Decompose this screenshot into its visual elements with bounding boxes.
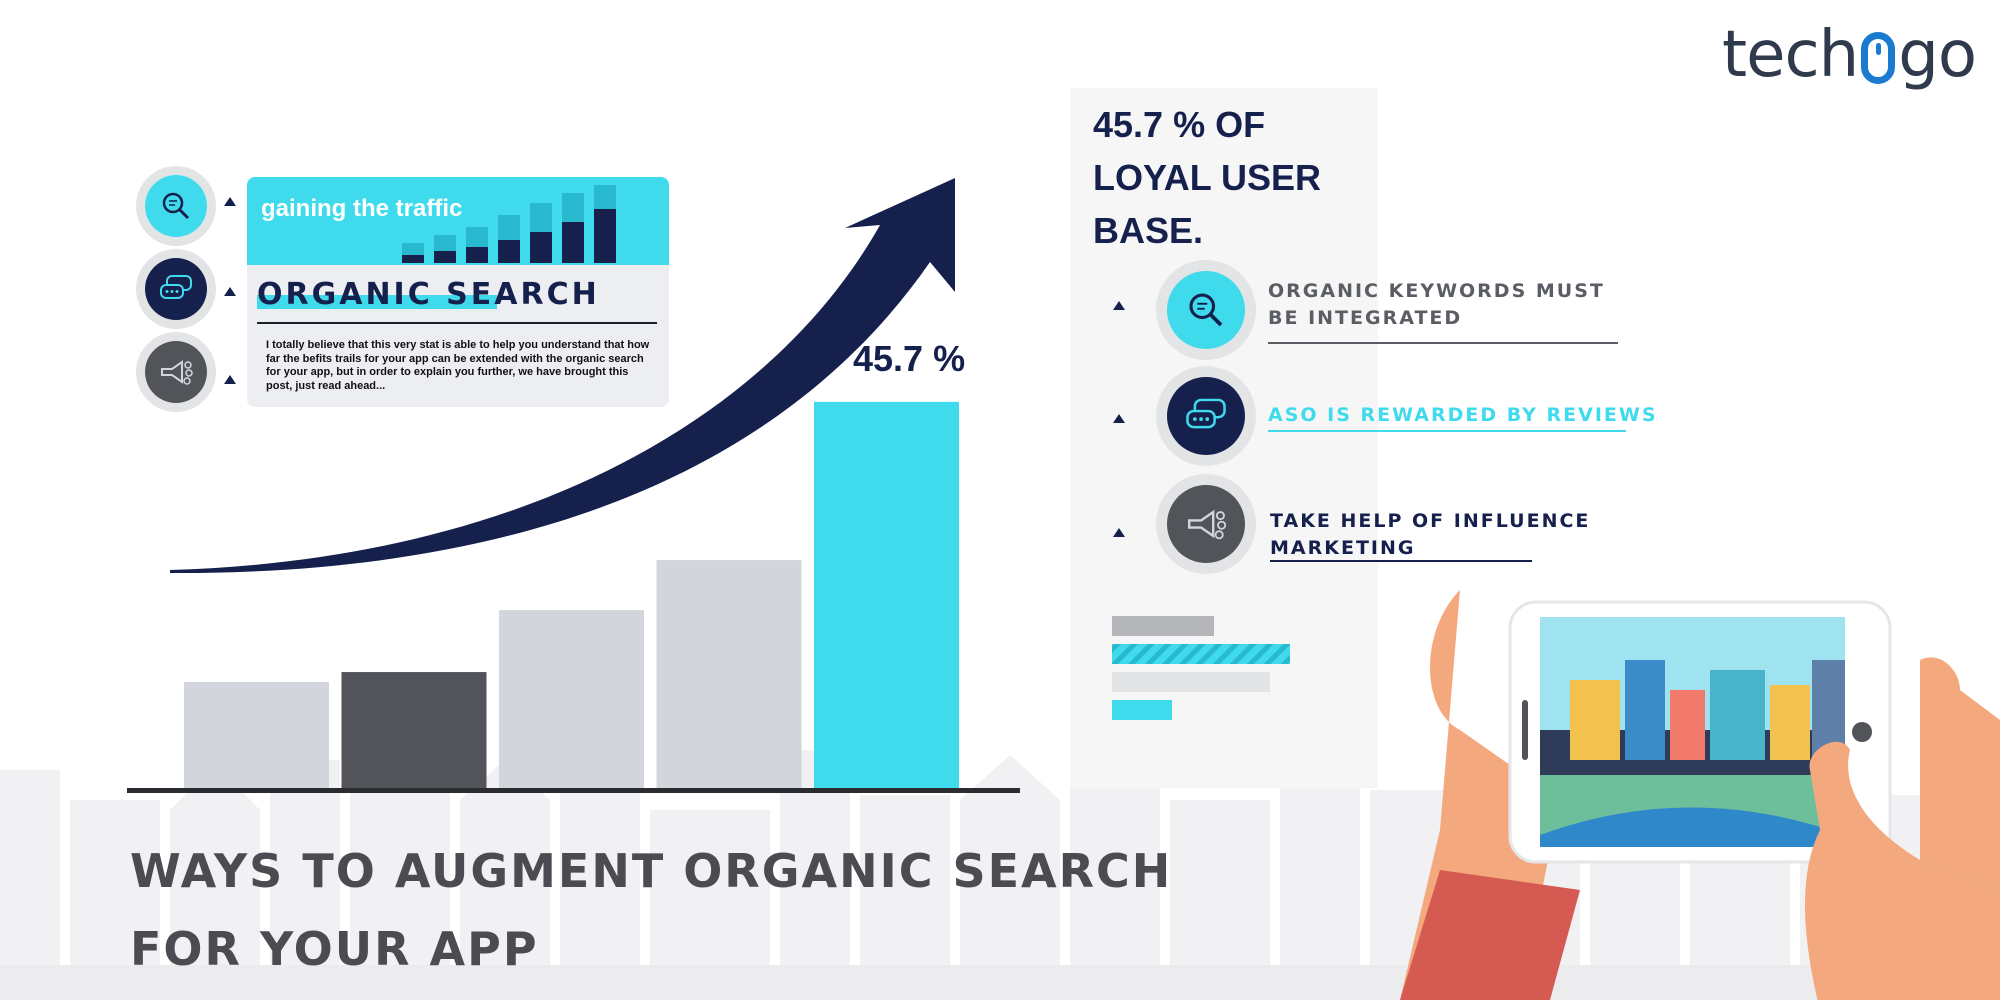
triangle-bullet-icon <box>1113 414 1125 423</box>
megaphone-icon <box>161 360 193 385</box>
triangle-bullet-icon <box>224 375 236 384</box>
left-megaphone-circle <box>136 332 216 412</box>
heading-highlight <box>257 295 497 309</box>
organic-keywords-item: ORGANIC KEYWORDS MUST BE INTEGRATED <box>1268 280 1605 329</box>
right-search-circle <box>1156 260 1256 360</box>
item-underline <box>1268 342 1618 344</box>
item-underline <box>1268 430 1626 432</box>
growth-arrow <box>170 178 955 574</box>
mouse-icon <box>1861 32 1896 84</box>
growth-bar-chart <box>127 178 1020 793</box>
bar-value-label: 45.7 % <box>853 338 966 379</box>
decorative-bars <box>1112 616 1290 720</box>
tablet-illustration <box>1400 590 2000 1000</box>
influence-marketing-item: TAKE HELP OF INFLUENCE MARKETING <box>1270 510 1591 559</box>
chart-bar-2 <box>341 672 487 788</box>
mini-bar-chart-icon <box>402 185 616 263</box>
chart-bar-4 <box>656 560 802 788</box>
aso-reviews-item: ASO IS REWARDED BY REVIEWS <box>1268 404 1658 426</box>
tablet-screen <box>1540 617 1845 847</box>
right-hand <box>1805 741 2000 1000</box>
right-megaphone-circle <box>1156 474 1256 574</box>
title-line-1: WAYS TO AUGMENT ORGANIC SEARCH <box>130 844 1173 898</box>
chart-bar-3 <box>499 610 644 788</box>
loyal-user-headline: 45.7 % OF LOYAL USER BASE. <box>1093 104 1322 251</box>
card-body: I totally believe that this very stat is… <box>266 339 650 392</box>
card-heading: ORGANIC SEARCH <box>257 277 600 312</box>
search-icon <box>162 192 190 220</box>
item-underline <box>1270 560 1532 562</box>
triangle-bullet-icon <box>1113 301 1125 310</box>
card-title: gaining the traffic <box>261 195 463 222</box>
chart-bar-1 <box>184 681 329 788</box>
left-sleeve <box>1400 870 1580 1000</box>
search-icon <box>1189 293 1223 327</box>
right-chat-circle <box>1156 366 1256 466</box>
triangle-bullet-icon <box>224 197 236 206</box>
chart-bar-5 <box>814 401 959 788</box>
chat-icon <box>1186 398 1226 429</box>
triangle-bullet-icon <box>224 287 236 296</box>
infographic-title: WAYS TO AUGMENT ORGANIC SEARCH FOR YOUR … <box>130 832 1172 988</box>
techugo-logo: tech go <box>1722 10 2000 100</box>
left-search-circle <box>136 166 216 246</box>
chat-icon <box>160 275 192 299</box>
logo-text-start: tech <box>1722 18 1859 92</box>
title-line-2: FOR YOUR APP <box>130 922 539 976</box>
organic-search-card: gaining the traffic ORGANIC SEARCH I tot… <box>247 177 669 407</box>
triangle-bullet-icon <box>1113 528 1125 537</box>
megaphone-icon <box>1188 509 1227 540</box>
card-divider <box>257 322 657 324</box>
logo-text-end: go <box>1898 18 1977 92</box>
chart-baseline <box>127 788 1020 793</box>
tablet-home-button <box>1852 722 1872 742</box>
left-chat-circle <box>136 249 216 329</box>
